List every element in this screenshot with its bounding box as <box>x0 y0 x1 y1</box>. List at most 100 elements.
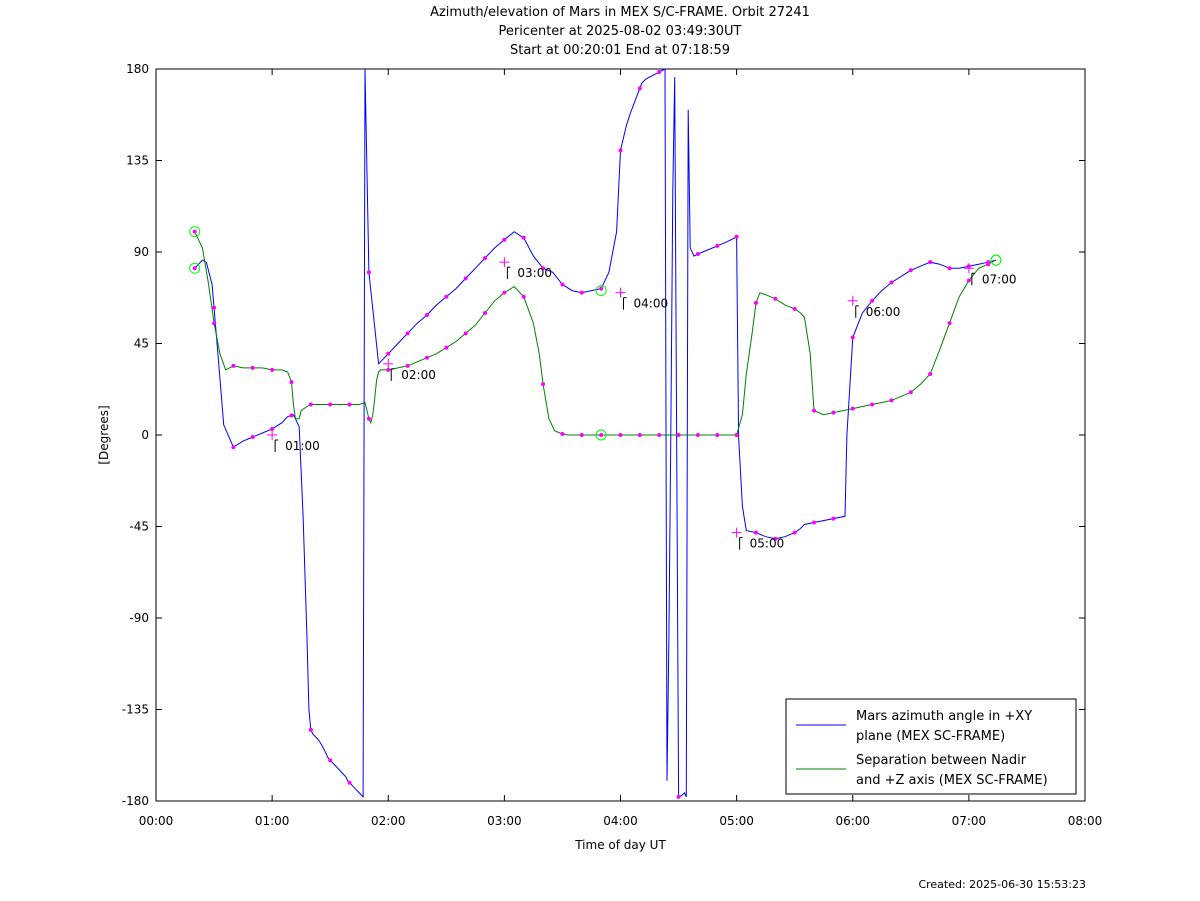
azimuth-marker <box>773 536 778 541</box>
chart-subtitle-pericenter: Pericenter at 2025-08-02 03:49:30UT <box>498 24 742 39</box>
azimuth-marker <box>695 252 700 257</box>
x-tick-label: 08:00 <box>1068 814 1103 828</box>
separation-marker <box>734 433 739 437</box>
azimuth-marker <box>521 235 526 240</box>
azimuth-marker <box>347 780 352 785</box>
separation-marker <box>289 380 294 385</box>
hour-annotation-label: 01:00 <box>285 439 320 453</box>
hour-annotation-label: 03:00 <box>517 266 552 280</box>
azimuth-marker <box>947 266 952 271</box>
x-tick-label: 00:00 <box>139 814 174 828</box>
separation-marker <box>889 398 894 403</box>
azimuth-marker <box>579 290 584 295</box>
separation-marker <box>618 433 623 437</box>
separation-marker <box>966 278 971 283</box>
separation-marker <box>579 433 584 437</box>
separation-marker <box>831 410 836 415</box>
azimuth-marker <box>753 530 758 535</box>
endpoint-circle <box>189 226 201 238</box>
separation-marker <box>657 433 662 437</box>
azimuth-marker <box>657 70 662 75</box>
separation-marker <box>502 290 507 295</box>
separation-marker <box>212 321 217 326</box>
y-tick-label: 90 <box>134 245 149 259</box>
azimuth-marker <box>812 520 817 525</box>
azimuth-marker <box>618 148 623 153</box>
hour-annotation-label: 05:00 <box>750 537 785 551</box>
separation-marker <box>347 402 352 407</box>
legend-box <box>785 698 1077 795</box>
legend-label: Mars azimuth angle in +XY <box>856 709 1032 724</box>
azimuth-marker <box>734 234 739 239</box>
azimuth-marker <box>250 435 255 440</box>
azimuth-marker <box>908 268 913 273</box>
y-tick-label: 135 <box>126 154 149 168</box>
azimuth-marker <box>424 313 429 318</box>
y-tick-label: -180 <box>122 794 149 808</box>
azimuth-marker <box>192 266 197 271</box>
separation-marker <box>192 229 197 234</box>
azimuth-marker <box>792 530 797 535</box>
hour-annotation-label: 02:00 <box>401 368 436 382</box>
x-tick-label: 04:00 <box>603 814 638 828</box>
separation-marker <box>695 433 700 437</box>
azimuth-marker <box>560 282 565 287</box>
azimuth-marker <box>483 256 488 261</box>
separation-marker <box>928 372 933 376</box>
separation-marker <box>270 367 275 372</box>
separation-marker <box>463 331 468 336</box>
separation-marker <box>753 300 758 305</box>
azimuth-marker <box>715 243 720 248</box>
separation-marker <box>715 433 720 437</box>
separation-marker <box>676 433 681 437</box>
separation-marker <box>637 433 642 437</box>
x-tick-label: 02:00 <box>371 814 406 828</box>
separation-marker <box>483 311 488 315</box>
azimuth-marker <box>502 237 507 242</box>
separation-marker <box>986 262 991 267</box>
separation-marker <box>250 365 255 370</box>
separation-marker <box>328 402 333 407</box>
endpoint-circle <box>189 262 201 274</box>
hour-annotation-label: 04:00 <box>634 297 669 311</box>
y-tick-label: 180 <box>126 62 149 76</box>
created-timestamp: Created: 2025-06-30 15:53:23 <box>918 878 1086 891</box>
separation-marker <box>424 355 429 360</box>
separation-marker <box>773 296 778 301</box>
endpoint-circle <box>990 254 1002 266</box>
separation-series-line <box>194 231 997 436</box>
separation-marker <box>308 402 313 407</box>
azimuth-marker <box>386 351 391 356</box>
x-tick-label: 06:00 <box>835 814 870 828</box>
separation-marker <box>521 294 526 299</box>
y-axis-label: [Degrees] <box>97 405 111 464</box>
azimuth-marker <box>889 280 894 285</box>
separation-marker <box>947 321 952 326</box>
separation-marker <box>792 306 797 311</box>
separation-marker <box>850 406 855 411</box>
separation-marker <box>231 363 236 368</box>
y-tick-label: 45 <box>134 337 149 351</box>
hour-annotation-label: 06:00 <box>866 305 901 319</box>
y-tick-label: -135 <box>122 703 149 717</box>
azimuth-marker <box>444 294 449 299</box>
azimuth-marker <box>541 266 546 271</box>
azimuth-marker <box>366 270 371 275</box>
azimuth-marker <box>328 758 333 763</box>
pericenter-circle <box>595 429 607 441</box>
y-tick-label: 0 <box>141 428 149 442</box>
legend-label: Separation between Nadir <box>856 753 1027 768</box>
azimuth-marker <box>637 86 642 91</box>
x-tick-label: 05:00 <box>719 814 754 828</box>
x-axis-label: Time of day UT <box>574 838 666 852</box>
azimuth-marker <box>308 727 313 732</box>
azimuth-series-line <box>194 68 997 799</box>
y-tick-label: -45 <box>129 520 149 534</box>
azimuth-marker <box>463 276 468 281</box>
azimuth-marker <box>212 305 217 310</box>
azimuth-marker <box>870 298 875 303</box>
legend-label: and +Z axis (MEX SC-FRAME) <box>856 773 1048 788</box>
hour-annotation-label: 07:00 <box>982 272 1017 286</box>
azimuth-marker <box>599 286 604 291</box>
